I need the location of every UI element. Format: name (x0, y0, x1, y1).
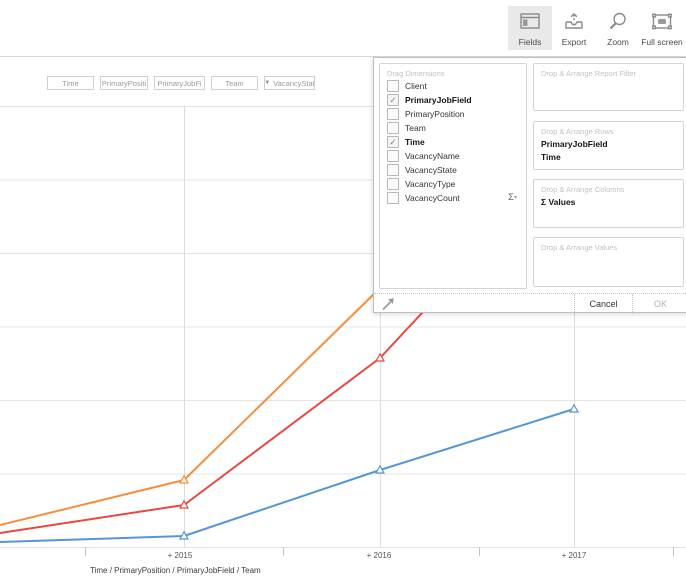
fields-icon (508, 10, 552, 36)
checkbox-icon[interactable]: ✓ (387, 164, 399, 176)
rows-item-time[interactable]: Time (541, 152, 561, 162)
ok-button[interactable]: OK (632, 294, 686, 314)
chip-vacancystate[interactable]: ▼ VacancyStat (264, 76, 315, 90)
dimension-time[interactable]: ✓ Time (380, 135, 526, 149)
rows-item-primaryjobfield[interactable]: PrimaryJobField (541, 139, 608, 149)
chip-team[interactable]: Team (211, 76, 258, 90)
x-axis-label: + 2016 (366, 551, 392, 560)
checkbox-icon[interactable]: ✓ (387, 136, 399, 148)
dimension-vacancystate[interactable]: ✓VacancyState (380, 163, 526, 177)
zoom-label: Zoom (607, 37, 629, 47)
dimension-primaryjobfield[interactable]: ✓ PrimaryJobField (380, 93, 526, 107)
fields-label: Fields (518, 37, 542, 47)
dimension-primaryposition[interactable]: ✓PrimaryPosition (380, 107, 526, 121)
dimension-vacancycount[interactable]: ✓VacancyCount (380, 191, 526, 205)
chevron-down-icon: ▾ (513, 195, 517, 201)
checkbox-icon[interactable]: ✓ (387, 94, 399, 106)
fullscreen-button[interactable]: Full screen (640, 6, 684, 50)
drag-dimensions-header: Drag Dimensions (387, 69, 445, 78)
checkbox-icon[interactable]: ✓ (387, 122, 399, 134)
sigma-icon: Σ (508, 192, 514, 203)
checkbox-icon[interactable]: ✓ (387, 150, 399, 162)
fullscreen-label: Full screen (641, 37, 683, 47)
fields-button[interactable]: Fields (508, 6, 552, 50)
fields-panel: Drag Dimensions ✓Client ✓PrimaryJobField… (373, 57, 686, 314)
zoom-button[interactable]: Zoom (596, 6, 640, 50)
dropzone-report-filter[interactable]: Drop & Arrange Report Filter (533, 63, 684, 111)
pin-arrow-icon[interactable] (380, 296, 396, 317)
checkbox-icon[interactable]: ✓ (387, 178, 399, 190)
fullscreen-icon (640, 10, 684, 36)
dimension-client[interactable]: ✓Client (380, 79, 526, 93)
dimension-vacancytype[interactable]: ✓VacancyType (380, 177, 526, 191)
columns-item-values[interactable]: Σ Values (541, 197, 576, 207)
chip-primaryjobfield[interactable]: PrimaryJobFi (154, 76, 205, 90)
chart-field-chips: Time PrimaryPositi PrimaryJobFi Team ▼ V… (47, 76, 315, 90)
sigma-aggregate-dropdown[interactable]: Σ▾ (508, 192, 517, 203)
toolbar-divider (0, 56, 686, 57)
chip-time[interactable]: Time (47, 76, 94, 90)
dropzone-values[interactable]: Drop & Arrange Values (533, 237, 684, 287)
checkbox-icon[interactable]: ✓ (387, 108, 399, 120)
panel-footer: Cancel OK (374, 293, 686, 314)
x-axis-label: + 2015 (167, 551, 193, 560)
dropzone-columns[interactable]: Drop & Arrange Columns Σ Values (533, 179, 684, 228)
checkbox-icon[interactable]: ✓ (387, 80, 399, 92)
zoom-icon (596, 10, 640, 36)
export-button[interactable]: Export (552, 6, 596, 50)
dimension-vacancyname[interactable]: ✓VacancyName (380, 149, 526, 163)
checkbox-icon[interactable]: ✓ (387, 192, 399, 204)
export-label: Export (561, 37, 587, 47)
dropzone-rows[interactable]: Drop & Arrange Rows PrimaryJobField Time (533, 121, 684, 170)
drag-dimensions-box: Drag Dimensions ✓Client ✓PrimaryJobField… (379, 63, 527, 289)
export-icon (552, 10, 596, 36)
cancel-button[interactable]: Cancel (574, 294, 632, 314)
x-axis-label: + 2017 (561, 551, 587, 560)
filter-caret-icon: ▼ (264, 80, 271, 86)
toolbar: Fields Export Zoom (508, 6, 684, 50)
chip-primaryposition[interactable]: PrimaryPositi (100, 76, 148, 90)
x-axis-caption: Time / PrimaryPosition / PrimaryJobField… (90, 566, 261, 575)
dimension-team[interactable]: ✓Team (380, 121, 526, 135)
